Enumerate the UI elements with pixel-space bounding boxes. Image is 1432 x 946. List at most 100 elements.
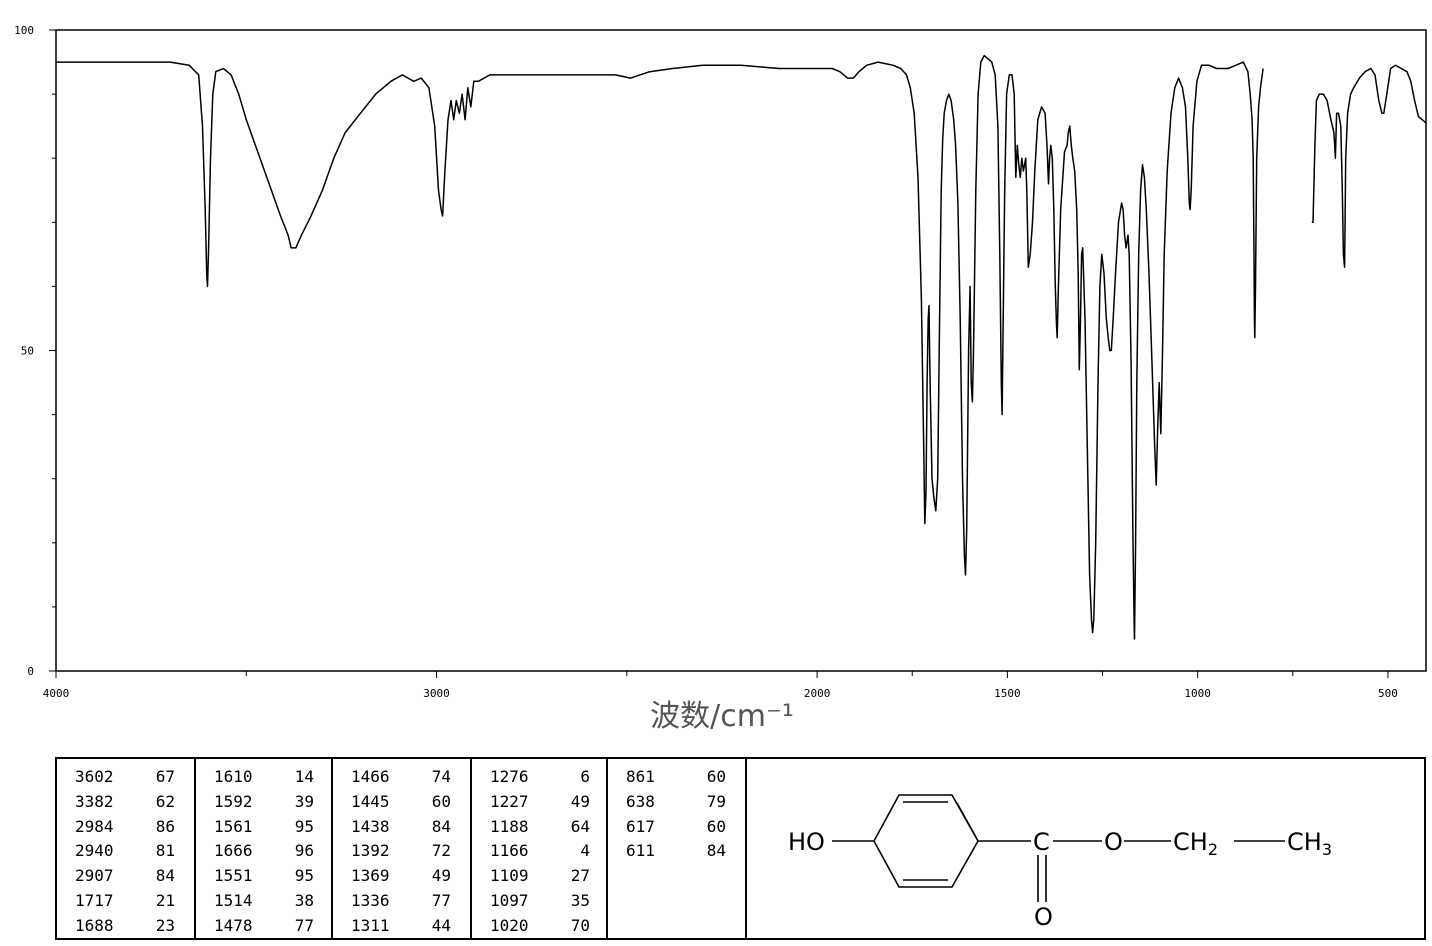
peak-transmittance: 4 <box>580 841 590 861</box>
peak-wavenumber: 1438 <box>351 816 390 836</box>
peak-row: 1109 27 <box>490 864 606 889</box>
peak-transmittance: 84 <box>706 841 726 861</box>
benzene-ring <box>873 794 979 888</box>
ticks-layer: 4000 3000 2000 1500 1000 500 0 50 100 <box>14 24 1398 700</box>
spectrum-line-layer <box>56 54 1427 640</box>
peak-transmittance: 67 <box>155 767 175 786</box>
ch3-label: CH3 <box>1287 828 1332 859</box>
peak-transmittance: 60 <box>706 816 726 836</box>
peak-row: 2984 86 <box>75 815 194 840</box>
peak-wavenumber: 1610 <box>214 767 253 786</box>
peak-row: 1514 38 <box>214 889 331 914</box>
peak-transmittance: 23 <box>155 915 175 935</box>
ch2-label: CH2 <box>1173 828 1218 859</box>
peak-wavenumber: 1466 <box>351 767 390 786</box>
peak-row: 638 79 <box>626 790 745 815</box>
peak-wavenumber: 1311 <box>351 915 390 935</box>
peak-wavenumber: 1717 <box>75 890 114 910</box>
peak-row: 1369 49 <box>351 864 470 889</box>
peak-transmittance: 6 <box>580 767 590 786</box>
hydroxyl-label: HO <box>788 828 825 856</box>
spectrum-chart: 4000 3000 2000 1500 1000 500 0 50 100 波数/cm⁻¹ <box>14 24 1427 734</box>
x-axis-label: 波数/cm⁻¹ <box>650 699 794 734</box>
peak-transmittance: 64 <box>570 816 590 836</box>
y-tick-label: 100 <box>14 24 34 37</box>
peak-wavenumber: 1478 <box>214 915 253 935</box>
peak-transmittance: 21 <box>155 890 175 910</box>
peak-row: 1551 95 <box>214 864 331 889</box>
peak-column: 861 60 638 79 617 60 611 84 <box>608 759 747 938</box>
peak-wavenumber: 1227 <box>490 791 529 811</box>
peak-transmittance: 49 <box>570 791 590 811</box>
peak-row: 1336 77 <box>351 889 470 914</box>
peak-row: 1561 95 <box>214 815 331 840</box>
peak-transmittance: 77 <box>431 890 451 910</box>
peak-row: 1445 60 <box>351 790 470 815</box>
peak-row: 1392 72 <box>351 839 470 864</box>
peak-wavenumber: 1561 <box>214 816 253 836</box>
peak-wavenumber: 611 <box>626 841 655 861</box>
ring-inner-bonds <box>903 801 977 881</box>
peak-wavenumber: 1188 <box>490 816 529 836</box>
peak-wavenumber: 617 <box>626 816 655 836</box>
peak-row: 1478 77 <box>214 914 331 939</box>
peak-column: 1610 14 1592 39 1561 95 1666 96 1551 95 1514 38 1478… <box>196 759 333 938</box>
peak-row: 1717 21 <box>75 889 194 914</box>
y-tick-label: 50 <box>21 345 34 358</box>
peak-transmittance: 70 <box>570 915 590 935</box>
peak-row: 1688 23 <box>75 914 194 939</box>
peak-wavenumber: 1445 <box>351 791 390 811</box>
peak-wavenumber: 3382 <box>75 791 114 811</box>
peak-transmittance: 77 <box>294 915 314 935</box>
peak-transmittance: 39 <box>294 791 314 811</box>
peak-wavenumber: 3602 <box>75 767 114 786</box>
peak-wavenumber: 638 <box>626 791 655 811</box>
peak-wavenumber: 1020 <box>490 915 529 935</box>
peak-transmittance: 44 <box>431 915 451 935</box>
peak-transmittance: 96 <box>294 841 314 861</box>
peak-row: 617 60 <box>626 815 745 840</box>
peak-wavenumber: 1666 <box>214 841 253 861</box>
peak-wavenumber: 1551 <box>214 866 253 886</box>
spectrum-line <box>56 54 1264 640</box>
peak-column: 3602 67 3382 62 2984 86 2940 81 2907 84 1717 21 1688… <box>57 759 196 938</box>
peak-transmittance: 38 <box>294 890 314 910</box>
plot-frame <box>55 29 1427 672</box>
chemical-structure: HO C O CH2 CH3 O <box>788 794 1332 931</box>
peak-row: 1610 14 <box>214 765 331 790</box>
peak-wavenumber: 2940 <box>75 841 114 861</box>
x-tick-label: 2000 <box>804 687 831 700</box>
x-tick-label: 3000 <box>423 687 450 700</box>
peak-row: 1097 35 <box>490 889 606 914</box>
peak-row: 1438 84 <box>351 815 470 840</box>
peak-wavenumber: 1109 <box>490 866 529 886</box>
peak-wavenumber: 2907 <box>75 866 114 886</box>
peak-row: 3382 62 <box>75 790 194 815</box>
peak-column: 1466 74 1445 60 1438 84 1392 72 1369 49 1336 77 1311… <box>333 759 472 938</box>
carbonyl-oxygen-label: O <box>1034 903 1053 931</box>
peak-wavenumber: 1097 <box>490 890 529 910</box>
peak-row: 1311 44 <box>351 914 470 939</box>
peak-transmittance: 84 <box>155 866 175 886</box>
peak-wavenumber: 1688 <box>75 915 114 935</box>
peak-transmittance: 95 <box>294 816 314 836</box>
peak-wavenumber: 1276 <box>490 767 529 786</box>
peak-row: 3602 67 <box>75 765 194 790</box>
structure-panel: HO C O CH2 CH3 O <box>747 759 1424 938</box>
peak-transmittance: 27 <box>570 866 590 886</box>
peak-wavenumber: 1369 <box>351 866 390 886</box>
peak-row: 861 60 <box>626 765 745 790</box>
x-tick-label: 1500 <box>994 687 1021 700</box>
peak-row: 2940 81 <box>75 839 194 864</box>
peak-transmittance: 35 <box>570 890 590 910</box>
peak-table: 3602 67 3382 62 2984 86 2940 81 2907 84 1717 21 1688… <box>55 757 1426 940</box>
peak-transmittance: 81 <box>155 841 175 861</box>
peak-row: 1466 74 <box>351 765 470 790</box>
peak-row: 1592 39 <box>214 790 331 815</box>
peak-row: 1227 49 <box>490 790 606 815</box>
y-tick-label: 0 <box>27 665 34 678</box>
x-tick-label: 4000 <box>43 687 70 700</box>
peak-transmittance: 86 <box>155 816 175 836</box>
peak-transmittance: 95 <box>294 866 314 886</box>
peak-transmittance: 60 <box>431 791 451 811</box>
